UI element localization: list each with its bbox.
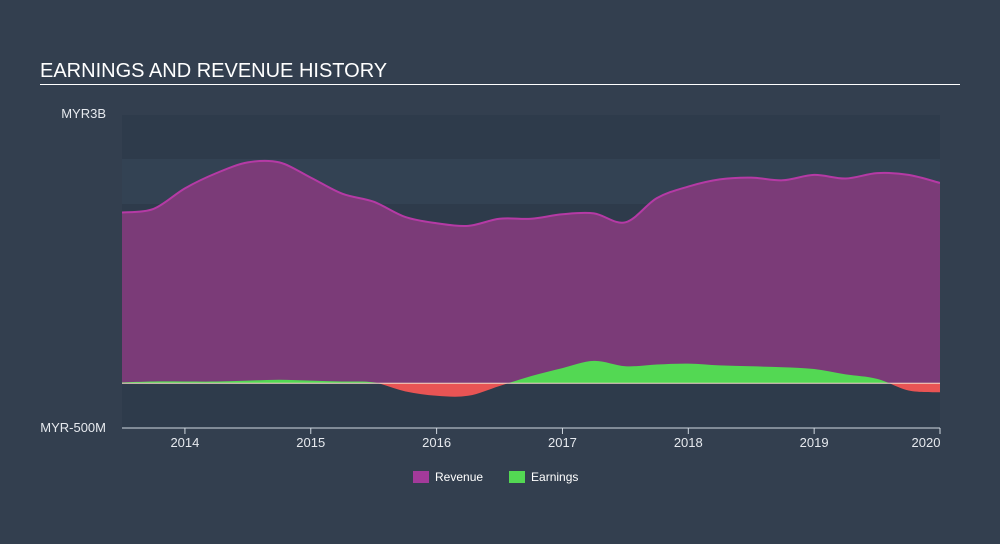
x-tick-label-2015: 2015 [296, 435, 326, 450]
earnings-positive-area [122, 360, 889, 383]
x-tick-label-2014: 2014 [170, 435, 200, 450]
title-divider [40, 84, 960, 85]
x-tick-label-2016: 2016 [422, 435, 452, 450]
revenue-area [122, 160, 940, 384]
y-tick-top: MYR3B [61, 106, 106, 121]
legend-item-revenue[interactable]: Revenue [413, 470, 483, 484]
x-tick-label-2017: 2017 [547, 435, 577, 450]
x-tick-label-2019: 2019 [799, 435, 829, 450]
chart-title: EARNINGS AND REVENUE HISTORY [40, 60, 388, 82]
revenue-line [122, 159, 940, 228]
x-tick-label-2020: 2020 [911, 435, 941, 450]
revenue-swatch-icon [413, 471, 429, 483]
legend: Revenue Earnings [413, 470, 604, 484]
y-tick-bottom: MYR-500M [40, 420, 106, 435]
legend-label-earnings: Earnings [531, 470, 579, 484]
legend-label-revenue: Revenue [435, 470, 484, 484]
legend-item-earnings[interactable]: Earnings [509, 470, 578, 484]
x-tick-label-2018: 2018 [673, 435, 703, 450]
earnings-swatch-icon [509, 471, 526, 483]
